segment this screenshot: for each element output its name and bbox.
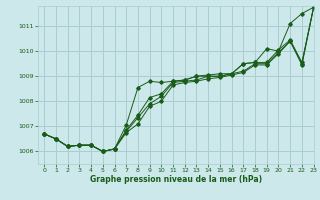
X-axis label: Graphe pression niveau de la mer (hPa): Graphe pression niveau de la mer (hPa) (90, 175, 262, 184)
